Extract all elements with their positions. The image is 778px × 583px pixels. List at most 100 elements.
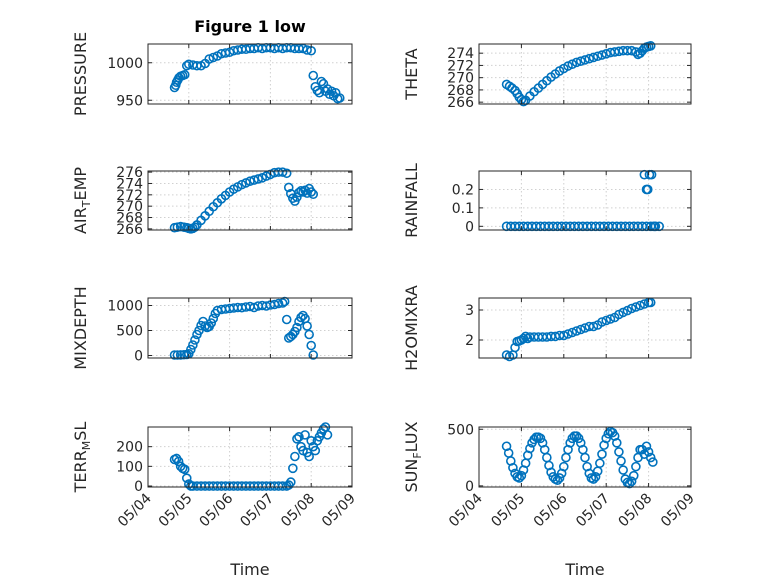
data-point [580, 452, 590, 463]
chart-title: Figure 1 low [194, 17, 306, 36]
x-tick-label: 05/04 [446, 490, 486, 530]
data-point [285, 477, 296, 487]
y-tick-label: 0 [465, 479, 474, 495]
data-point [181, 473, 192, 483]
y-tick-label: 270 [116, 199, 143, 215]
data-point [624, 478, 635, 489]
y-axis-label: SUNFLUX [402, 421, 424, 492]
data-point [173, 456, 184, 467]
data-point [518, 333, 529, 344]
y-tick-label: 266 [447, 95, 474, 111]
x-tick-label: 05/05 [156, 491, 196, 531]
data-point [603, 428, 614, 439]
y-tick-label: 0.1 [452, 201, 474, 217]
y-axis-label: RAINFALL [402, 163, 421, 238]
data-point [273, 298, 284, 309]
data-point [639, 299, 650, 309]
y-tick-label: 0 [465, 219, 474, 235]
y-tick-label: 268 [116, 211, 143, 227]
data-point [573, 433, 584, 444]
data-point [306, 435, 317, 446]
data-point [206, 318, 217, 328]
data-point [648, 457, 658, 467]
data-point [590, 472, 601, 482]
data-point [292, 322, 302, 333]
data-point [601, 315, 612, 326]
data-point [510, 342, 520, 353]
y-tick-label: 272 [116, 188, 143, 204]
data-point [179, 464, 190, 475]
y-axis-label: MIXDEPTH [71, 286, 90, 369]
y-tick-label: 200 [116, 440, 143, 456]
data-point [554, 473, 565, 483]
data-point [618, 465, 628, 475]
data-point [316, 76, 327, 87]
data-point [643, 447, 654, 457]
y-tick-label: 0 [134, 349, 143, 365]
data-point [302, 45, 312, 55]
data-point [575, 56, 586, 66]
data-point [522, 333, 533, 344]
data-point [616, 456, 626, 466]
data-point [281, 168, 292, 179]
x-tick-label: 05/06 [197, 490, 237, 530]
x-tick-label: 05/09 [658, 491, 698, 531]
y-tick-label: 0.2 [452, 182, 474, 198]
data-point [563, 329, 573, 339]
data-point [322, 430, 333, 440]
data-point [308, 70, 319, 81]
data-point [277, 298, 288, 308]
data-point [334, 93, 345, 103]
data-point [283, 182, 294, 193]
data-point [294, 432, 304, 442]
data-point [565, 438, 575, 448]
data-point [588, 321, 599, 332]
axes-frame [147, 43, 353, 105]
data-point [277, 167, 288, 177]
data-point [296, 312, 306, 323]
y-tick-label: 266 [116, 222, 143, 238]
subplot-6: 2 3 H2OMIXRA [402, 285, 692, 371]
y-tick-label: 2 [465, 333, 474, 349]
data-point [571, 431, 582, 441]
data-point [645, 452, 656, 463]
data-point [631, 47, 641, 57]
x-axis-label: Time [564, 560, 604, 579]
y-axis-label: PRESSURE [71, 32, 90, 116]
data-point [605, 314, 616, 324]
data-point [628, 470, 639, 481]
axes-frame [147, 426, 353, 488]
data-point [304, 329, 314, 340]
data-point [558, 461, 569, 472]
data-point [525, 443, 535, 454]
y-tick-label: 274 [447, 46, 474, 62]
data-point [635, 300, 645, 311]
axes-frame [147, 297, 353, 359]
data-point [208, 313, 219, 324]
data-point [302, 188, 312, 198]
y-tick-label: 500 [447, 422, 474, 438]
data-point [552, 475, 563, 486]
data-point [308, 189, 319, 200]
axes-frame [478, 170, 692, 231]
data-point [179, 69, 190, 80]
data-point [290, 451, 300, 462]
x-tick-label: 05/07 [573, 491, 613, 531]
data-point [592, 51, 603, 62]
y-tick-label: 0 [134, 479, 143, 495]
data-point [188, 340, 198, 350]
data-point [288, 463, 298, 474]
data-point [645, 41, 656, 51]
data-point [302, 321, 312, 331]
y-tick-label: 276 [116, 165, 143, 181]
x-tick-label: 05/04 [115, 490, 155, 530]
subplot-4: 0 0.1 0.2 RAINFALL [402, 163, 692, 238]
data-point [535, 433, 546, 444]
data-point [306, 187, 317, 197]
data-point [304, 451, 314, 462]
y-tick-label: 1000 [107, 56, 143, 72]
data-point [595, 458, 605, 469]
data-point [194, 325, 204, 336]
